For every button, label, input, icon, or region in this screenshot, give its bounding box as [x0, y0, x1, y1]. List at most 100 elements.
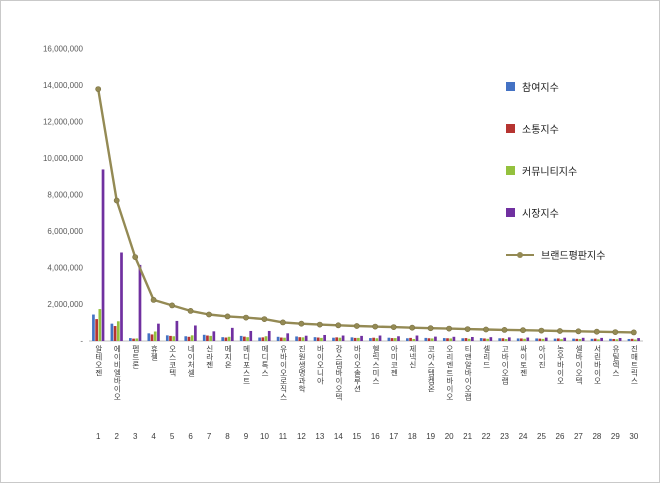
bar-커뮤니티지수: [578, 339, 582, 341]
line-marker: [427, 325, 434, 332]
bar-커뮤니티지수: [393, 338, 397, 341]
line-marker: [612, 329, 619, 335]
x-category-label: 유틸렉스: [611, 345, 621, 377]
bar-소통지수: [335, 337, 339, 341]
bar-커뮤니티지수: [153, 331, 157, 341]
x-rank-number: 14: [333, 432, 343, 441]
legend-label: 커뮤니티지수: [522, 167, 578, 178]
x-category-slot: 고바이오랩: [495, 345, 513, 429]
x-category-slot: 유바이오로직스: [274, 345, 292, 429]
bar-소통지수: [520, 338, 523, 341]
bar-시장지수: [637, 338, 640, 341]
bar-소통지수: [243, 336, 246, 341]
bar-커뮤니티지수: [560, 339, 563, 341]
bar-소통지수: [113, 326, 117, 341]
bar-소통지수: [409, 337, 412, 341]
x-rank-number: 11: [278, 432, 288, 441]
bar-소통지수: [483, 338, 486, 341]
bar-소통지수: [630, 338, 634, 341]
x-rank-number: 27: [573, 432, 583, 441]
line-marker: [446, 325, 452, 332]
x-axis-rank-numbers: 1 2 3 4 5 6 7 8 9 10 11 12 13 14 15 16 17 18 19 20 21 22 23 24 2…: [89, 432, 643, 441]
bar-시장지수: [507, 337, 511, 341]
line-marker: [261, 316, 268, 322]
bar-커뮤니티지수: [283, 337, 286, 341]
legend-label: 소통지수: [522, 125, 559, 136]
x-category-label: 오스코텍: [168, 345, 178, 377]
bar-커뮤니티지수: [338, 337, 342, 341]
line-marker: [501, 326, 508, 333]
bar-시장지수: [452, 336, 456, 341]
x-rank-number: 24: [518, 432, 528, 441]
line-marker: [409, 324, 416, 331]
line-marker: [316, 321, 323, 328]
bar-시장지수: [581, 337, 585, 341]
x-rank-number: 15: [352, 432, 362, 441]
x-category-slot: 바이오솔루션: [348, 345, 366, 429]
bar-시장지수: [618, 337, 622, 341]
bar-시장지수: [175, 320, 179, 341]
bar-커뮤니티지수: [430, 338, 434, 341]
bar-커뮤니티지수: [375, 338, 379, 341]
line-marker: [113, 197, 120, 204]
x-category-label: 진매트릭스: [629, 345, 639, 385]
x-category-label: 메지온: [223, 345, 233, 369]
legend-label: 시장지수: [522, 209, 559, 220]
line-marker: [243, 314, 249, 321]
bar-커뮤니티지수: [301, 337, 305, 341]
bar-참여지수: [461, 338, 465, 341]
line-marker: [593, 328, 600, 335]
x-category-label: 신라젠: [205, 345, 215, 369]
x-category-slot: 네이처셀: [181, 345, 199, 429]
plot-area: - 2,000,000 4,000,000 6,000,000 8,000,000 10,…: [43, 45, 643, 346]
reputation-line: [97, 88, 634, 334]
legend-bar-marker-icon: [506, 124, 515, 133]
bar-커뮤니티지수: [190, 335, 194, 341]
line-marker: [95, 86, 102, 92]
bar-소통지수: [132, 338, 135, 341]
x-category-slot: 유틸렉스: [606, 345, 624, 429]
bar-소통지수: [427, 338, 431, 341]
x-category-label: 아이진: [537, 345, 547, 369]
bar-참여지수: [239, 335, 243, 341]
bar-참여지수: [572, 338, 575, 341]
bar-소통지수: [169, 335, 172, 341]
bar-소통지수: [150, 334, 154, 341]
x-category-slot: 농우바이오: [551, 345, 569, 429]
bar-시장지수: [249, 330, 253, 341]
x-category-slot: 진매트릭스: [625, 345, 643, 429]
x-rank-number: 4: [151, 432, 156, 441]
bar-소통지수: [593, 338, 597, 341]
x-category-slot: 휴젤: [144, 345, 162, 429]
bar-참여지수: [479, 338, 483, 341]
line-marker: [538, 327, 545, 334]
bar-참여지수: [276, 336, 280, 341]
x-rank-number: 8: [225, 432, 230, 441]
bar-커뮤니티지수: [504, 338, 508, 341]
line-marker: [464, 326, 471, 332]
bar-소통지수: [446, 338, 449, 341]
legend-line-marker-icon: [506, 251, 534, 259]
x-category-slot: 서린바이오: [588, 345, 606, 429]
x-category-label: 티앤알바이오랩: [463, 345, 473, 401]
x-axis-category-labels: 알테오젠 에이비엘바이오 펩트론 휴젤 오스코텍 네이처셀 신라젠 메지온 메디포스트 메디톡스 유…: [89, 345, 643, 429]
legend-item: 커뮤니티지수: [506, 163, 605, 178]
bar-참여지수: [369, 338, 372, 341]
x-category-slot: 헬릭스미스: [366, 345, 384, 429]
legend-bar-marker-icon: [506, 208, 515, 217]
line-marker: [520, 327, 526, 334]
bar-시장지수: [138, 264, 142, 341]
x-category-label: 강스템바이오텍: [334, 345, 344, 401]
line-marker: [150, 296, 157, 303]
bar-소통지수: [261, 337, 265, 341]
bar-참여지수: [221, 337, 225, 341]
x-rank-number: 29: [610, 432, 620, 441]
x-category-label: 알테오젠: [94, 345, 104, 377]
x-category-slot: 아미코젠: [385, 345, 403, 429]
legend-item: 시장지수: [506, 205, 605, 220]
bar-시장지수: [489, 337, 493, 341]
x-category-label: 네이처셀: [186, 345, 196, 377]
legend-bar-marker-icon: [506, 166, 515, 175]
x-rank-number: 20: [444, 432, 454, 441]
